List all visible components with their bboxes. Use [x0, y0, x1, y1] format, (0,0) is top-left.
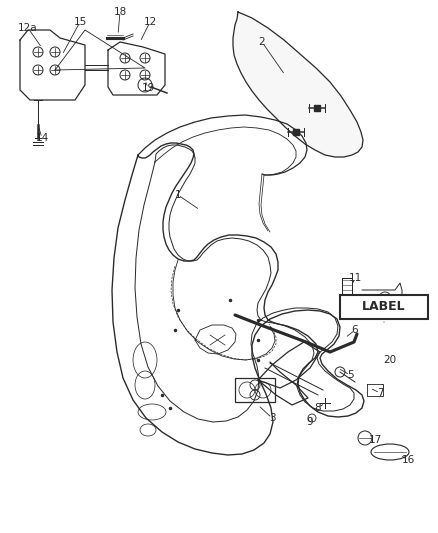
Text: 14: 14 — [35, 133, 49, 143]
Text: 19: 19 — [141, 83, 155, 93]
Text: 12: 12 — [143, 17, 157, 27]
Bar — [235, 378, 275, 402]
Text: 20: 20 — [383, 355, 396, 365]
Text: 11: 11 — [348, 273, 362, 283]
Text: 18: 18 — [113, 7, 127, 17]
Text: 1: 1 — [175, 190, 181, 200]
Text: LABEL: LABEL — [362, 301, 406, 313]
Text: 10: 10 — [403, 303, 417, 313]
Text: 17: 17 — [368, 435, 381, 445]
Text: 8: 8 — [314, 403, 321, 413]
Polygon shape — [233, 12, 363, 157]
Text: 5: 5 — [347, 370, 353, 380]
Text: 12a: 12a — [18, 23, 38, 33]
Text: 7: 7 — [377, 388, 383, 398]
Text: 15: 15 — [74, 17, 87, 27]
Text: 3: 3 — [268, 413, 276, 423]
Text: 9: 9 — [307, 417, 313, 427]
Text: 6: 6 — [352, 325, 358, 335]
Text: 2: 2 — [259, 37, 265, 47]
Text: 16: 16 — [401, 455, 415, 465]
FancyBboxPatch shape — [340, 295, 428, 319]
